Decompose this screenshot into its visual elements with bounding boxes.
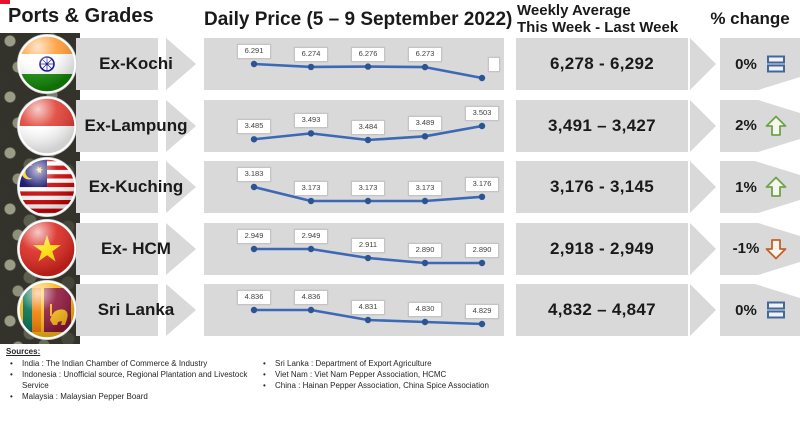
trend-flat-icon [764, 298, 788, 322]
trend-down-icon [764, 237, 788, 261]
weekly-band-arrow [690, 284, 716, 336]
port-label-band [76, 161, 158, 213]
weekly-average-header-line2: This Week - Last Week [517, 19, 679, 36]
spark-data-label: 6.276 [351, 46, 385, 62]
flag-sri-lanka-icon [16, 279, 78, 341]
corner-mark [0, 0, 10, 4]
weekly-average-value: 4,832 – 4,847 [516, 284, 688, 336]
port-label-band [76, 284, 158, 336]
spark-data-label: 3.484 [351, 119, 385, 135]
flag-malaysia-icon [16, 156, 78, 218]
port-row-ex-kochi: Ex-Kochi 6.291 6.274 6.276 6.273 6,278 - 6,29… [0, 33, 800, 95]
pct-change-header: % change [710, 9, 790, 28]
pct-change-value: 1% [735, 178, 757, 196]
pct-change-value: 2% [735, 117, 757, 134]
daily-price-sparkline: 6.291 6.274 6.276 6.273 [204, 38, 504, 90]
flag-indonesia-icon [16, 95, 78, 156]
trend-up-icon [764, 114, 788, 138]
spark-data-label: 4.836 [237, 290, 271, 305]
spark-data-label: 6.273 [408, 47, 442, 63]
weekly-average-value: 3,491 – 3,427 [516, 99, 688, 152]
source-item: China : Hainan Pepper Association, China… [259, 380, 589, 391]
sources-right-column: Sri Lanka : Department of Export Agricul… [259, 358, 589, 391]
pct-change-value: 0% [735, 301, 757, 319]
weekly-average-value: 3,176 - 3,145 [516, 161, 688, 213]
port-label-arrow [166, 38, 196, 90]
row-separator-arrow [742, 200, 800, 236]
sources-section: Sources: India : The Indian Chamber of C… [6, 347, 786, 402]
spark-data-label: 6.291 [237, 44, 271, 59]
row-separator-arrow [742, 138, 800, 175]
daily-price-header: Daily Price (5 – 9 September 2022) [204, 9, 513, 30]
port-row-ex-kuching: Ex-Kuching 3.183 3.173 3.173 3.173 3.176 3,176… [0, 156, 800, 218]
weekly-average-value: 6,278 - 6,292 [516, 38, 688, 90]
spark-data-label: 2.911 [351, 237, 385, 253]
weekly-band-arrow [690, 222, 716, 275]
port-row-ex-lampung: Ex-Lampung 3.485 3.493 3.484 3.489 3.503 3,491… [0, 95, 800, 156]
ports-grades-header: Ports & Grades [8, 5, 154, 27]
port-label-band [76, 99, 158, 152]
port-row-ex-hcm: Ex- HCM 2.949 2.949 2.911 2.890 2.890 2,918 - … [0, 218, 800, 279]
flag-india-icon [16, 33, 78, 95]
spark-data-label: 3.176 [465, 176, 499, 192]
daily-price-sparkline: 2.949 2.949 2.911 2.890 2.890 [204, 222, 504, 275]
spark-data-label [488, 57, 500, 72]
port-label-arrow [166, 222, 196, 275]
source-item: Indonesia : Unofficial source, Regional … [6, 369, 258, 391]
daily-price-sparkline: 3.485 3.493 3.484 3.489 3.503 [204, 99, 504, 152]
port-row-sri-lanka: Sri Lanka 4.836 4.836 4.831 4.830 4.829 4,832 … [0, 279, 800, 341]
row-separator-arrow [742, 261, 800, 298]
port-label-arrow [166, 99, 196, 152]
port-label-band [76, 38, 158, 90]
spark-data-label: 2.949 [294, 228, 328, 244]
sources-title: Sources: [6, 347, 41, 356]
weekly-band-arrow [690, 99, 716, 152]
source-item: India : The Indian Chamber of Commerce &… [6, 358, 258, 369]
trend-up-icon [764, 175, 788, 199]
spark-data-label: 3.489 [408, 115, 442, 131]
source-item: Sri Lanka : Department of Export Agricul… [259, 358, 589, 369]
port-name: Ex-Kochi [99, 54, 173, 73]
port-label-arrow [166, 284, 196, 336]
weekly-average-header: Weekly Average This Week - Last Week [517, 2, 678, 36]
row-separator-arrow [742, 77, 800, 113]
spark-data-label: 3.173 [294, 181, 328, 196]
spark-data-label: 4.830 [408, 302, 442, 317]
spark-data-label: 3.493 [294, 112, 328, 128]
source-item: Malaysia : Malaysian Pepper Board [6, 391, 258, 402]
sources-left-column: India : The Indian Chamber of Commerce &… [6, 358, 258, 402]
weekly-band-arrow [690, 38, 716, 90]
spark-data-label: 2.949 [237, 228, 271, 244]
spark-data-label: 4.829 [465, 304, 499, 319]
spark-data-label: 3.485 [237, 118, 271, 134]
port-name: Ex-Lampung [84, 115, 188, 135]
spark-data-label: 3.173 [408, 181, 442, 196]
weekly-band-arrow [690, 161, 716, 213]
weekly-average-header-line1: Weekly Average [517, 2, 631, 19]
port-name: Sri Lanka [97, 300, 175, 319]
source-item: Viet Nam : Viet Nam Pepper Association, … [259, 369, 589, 380]
spark-data-label: 3.503 [465, 105, 499, 121]
spark-data-label: 3.173 [351, 181, 385, 196]
pct-change-value: 0% [735, 55, 757, 73]
daily-price-sparkline: 3.183 3.173 3.173 3.173 3.176 [204, 161, 504, 213]
port-label-arrow [166, 161, 196, 213]
spark-data-label: 6.274 [294, 46, 328, 62]
spark-data-label: 4.836 [294, 290, 328, 305]
trend-flat-icon [764, 52, 788, 76]
daily-price-sparkline: 4.836 4.836 4.831 4.830 4.829 [204, 284, 504, 336]
flag-vietnam-icon [16, 218, 78, 279]
weekly-average-value: 2,918 - 2,949 [516, 222, 688, 275]
spark-data-label: 3.183 [237, 167, 271, 182]
spark-data-label: 4.831 [351, 300, 385, 315]
spark-data-label: 2.890 [408, 242, 442, 258]
spark-data-label: 2.890 [465, 242, 499, 258]
port-label-band [76, 222, 158, 275]
pct-change-value: -1% [732, 240, 760, 257]
port-name: Ex- HCM [101, 238, 171, 258]
port-name: Ex-Kuching [88, 177, 184, 196]
